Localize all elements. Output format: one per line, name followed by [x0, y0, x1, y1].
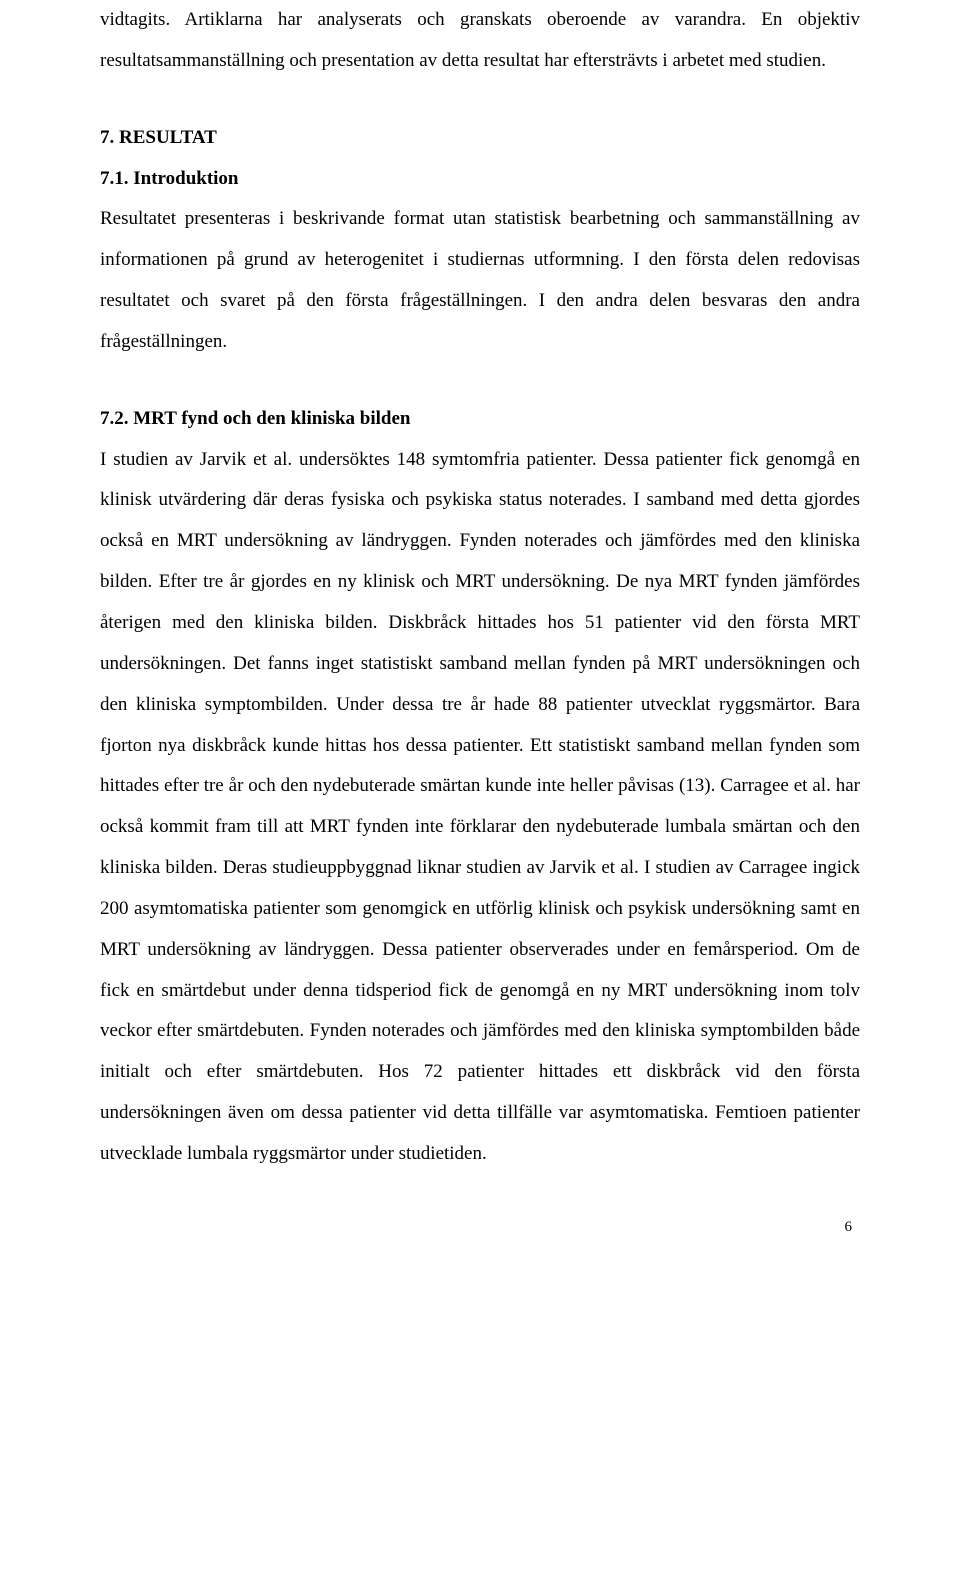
intro-paragraph: vidtagits. Artiklarna har analyserats oc… — [100, 0, 860, 82]
section-7-2-heading: 7.2. MRT fynd och den kliniska bilden — [100, 408, 410, 429]
section-7-2-body: I studien av Jarvik et al. undersöktes 1… — [100, 440, 860, 1175]
page-number: 6 — [100, 1211, 860, 1243]
section-7-1-body: Resultatet presenteras i beskrivande for… — [100, 199, 860, 362]
section-7-1: 7.1. Introduktion Resultatet presenteras… — [100, 159, 860, 363]
document-content: vidtagits. Artiklarna har analyserats oc… — [100, 0, 860, 1243]
section-7-heading: 7. RESULTAT — [100, 118, 860, 159]
section-7-1-heading: 7.1. Introduktion — [100, 168, 239, 189]
section-7-2: 7.2. MRT fynd och den kliniska bilden I … — [100, 399, 860, 1175]
